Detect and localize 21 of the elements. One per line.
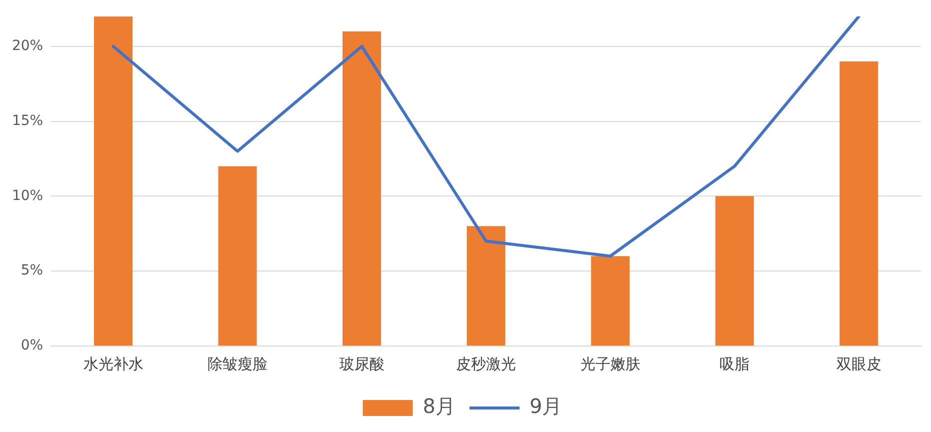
bar <box>466 226 506 346</box>
bar <box>342 31 382 346</box>
y-tick-label: 0% <box>20 338 44 354</box>
y-tick-label: 10% <box>12 188 44 204</box>
bar <box>94 16 133 346</box>
y-tick-label: 15% <box>12 112 44 129</box>
x-tick-label: 玻尿酸 <box>339 354 384 373</box>
x-tick-label: 双眼皮 <box>836 354 882 373</box>
y-tick-label: 5% <box>20 262 44 279</box>
x-tick-label: 除皱瘦脸 <box>208 354 268 373</box>
bar <box>840 61 878 346</box>
legend-label: 9月 <box>530 394 562 418</box>
bar <box>218 166 257 346</box>
x-tick-label: 吸脂 <box>720 354 750 373</box>
bar <box>715 196 754 346</box>
x-tick-label: 水光补水 <box>83 354 144 373</box>
bar <box>591 256 630 346</box>
y-tick-label: 20% <box>12 38 44 54</box>
x-tick-label: 光子嫩肤 <box>580 354 640 373</box>
x-tick-label: 皮秒激光 <box>456 354 516 373</box>
legend-label: 8月 <box>422 394 456 418</box>
